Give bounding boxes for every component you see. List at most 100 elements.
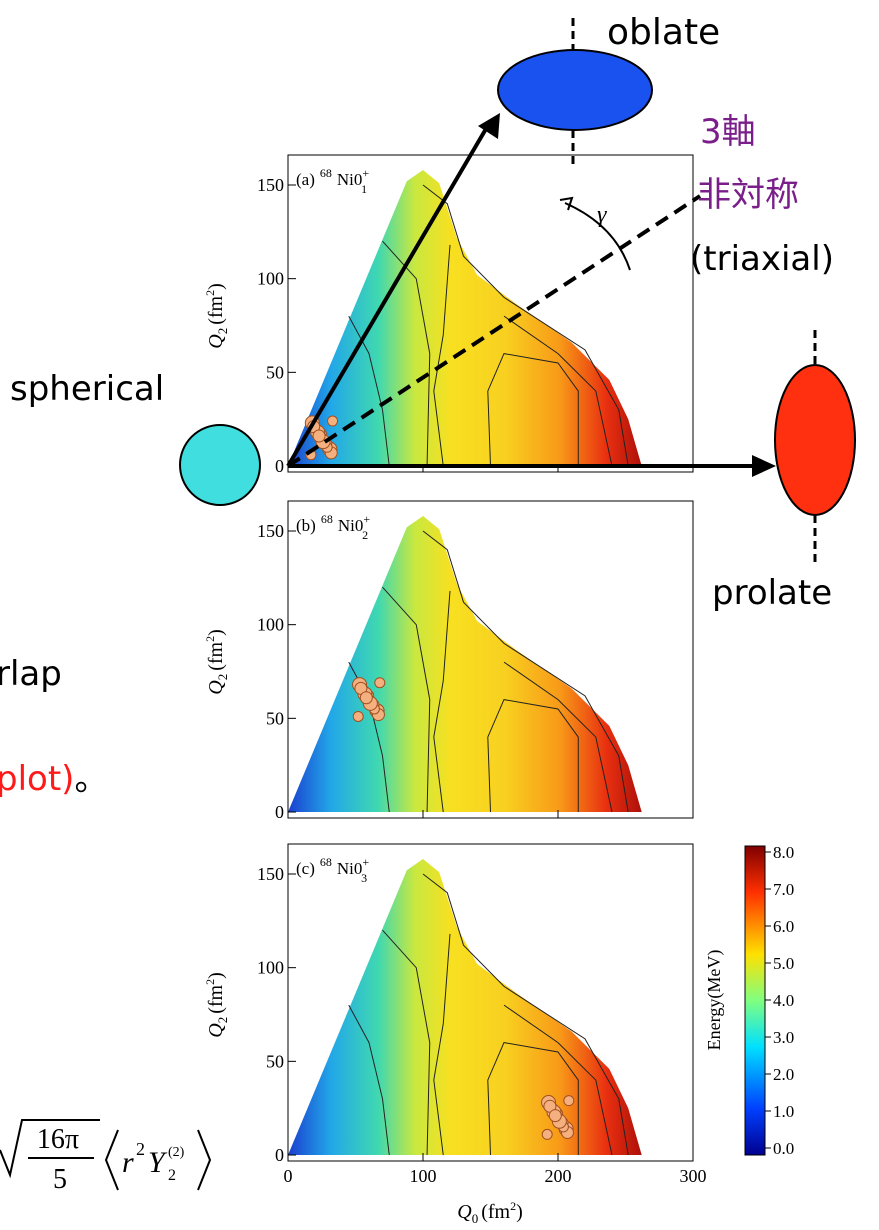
y-axis-label-part: (fm: [205, 295, 227, 324]
contour-line: [433, 244, 451, 467]
panel-label-part: 3: [361, 871, 367, 885]
gamma-arrow: [564, 202, 631, 271]
y-axis-label-part: ): [205, 972, 227, 979]
colorbar-tick-label: 7.0: [773, 880, 794, 899]
colorbar-label: Energy(MeV): [704, 950, 725, 1051]
text-fragment: rlap: [0, 654, 62, 694]
overlap-point: [563, 1095, 575, 1107]
contour-line: [382, 586, 431, 813]
y-axis-label: Q2(fm2): [203, 629, 230, 695]
y-tick-label: 150: [257, 175, 284, 195]
y-tick-label: 50: [266, 1051, 284, 1071]
colorbar-tick-label: 4.0: [773, 991, 794, 1010]
triaxial-en: (triaxial): [690, 239, 834, 279]
gamma: γ: [597, 202, 607, 228]
bracket: [104, 1129, 119, 1191]
contour-line: [422, 873, 629, 1156]
y-axis-label-part: 2: [215, 328, 230, 335]
formula-sub: 2: [168, 1167, 176, 1184]
colorbar-tick-label: 6.0: [773, 917, 794, 936]
sqrt: [0, 1119, 100, 1179]
bracket: [197, 1129, 212, 1191]
overlap-point: [374, 677, 386, 689]
panel-label-part: Ni: [338, 516, 355, 535]
panel-label-part: 0: [354, 170, 363, 189]
y-tick-label: 100: [257, 615, 284, 635]
spherical-shape: [179, 424, 261, 506]
energy-surface: [288, 516, 642, 812]
contour-line: [503, 661, 613, 813]
panel-label-part: Ni: [337, 859, 354, 878]
panel-label-part: Ni: [337, 170, 354, 189]
y-axis-label-part: ): [205, 283, 227, 290]
overlap-point: [548, 1109, 562, 1123]
oblate-label: oblate: [607, 12, 720, 53]
y-axis-label-part: 2: [203, 636, 217, 642]
y-tick-label: 50: [266, 708, 284, 728]
contour-line: [422, 530, 629, 813]
contour-line: [487, 699, 579, 813]
arrowhead: [478, 113, 500, 139]
y-axis-label-part: Q: [205, 1023, 227, 1038]
panel-label-part: (b): [296, 516, 316, 535]
formula-sup: 2: [136, 1139, 145, 1159]
colorbar-tick-label: 5.0: [773, 954, 794, 973]
y-axis-label-part: Q: [205, 680, 227, 695]
panel-label-part: 68: [320, 855, 332, 869]
y-axis-label-part: ): [205, 629, 227, 636]
x-axis-label-part: 0: [472, 1211, 479, 1226]
y-tick-label: 100: [257, 269, 284, 289]
colorbar-tick-label: 2.0: [773, 1065, 794, 1084]
triaxial-ja: 非対称: [697, 175, 799, 215]
contour-line: [382, 929, 431, 1156]
overlap-point: [352, 710, 364, 722]
panel-label: (c) 68 Ni0+ 3: [296, 855, 369, 885]
prolate-shape: [774, 364, 856, 516]
contour-line: [348, 1004, 390, 1156]
panel-label-part: 1: [361, 182, 367, 196]
text-fragment: plot): [0, 759, 74, 799]
panel-label-part: +: [362, 166, 369, 180]
triaxial-ja: 3軸: [700, 112, 756, 152]
panel-label-part: 0: [354, 859, 363, 878]
x-axis-label-part: 2: [510, 1199, 516, 1213]
x-axis-label-part: ): [516, 1201, 523, 1223]
panel-label-part: 68: [321, 512, 333, 526]
energy-surface: [288, 170, 642, 466]
y-axis-label-part: 2: [215, 1017, 230, 1024]
colorbar-tick-label: 0.0: [773, 1139, 794, 1158]
y-axis-label: Q2(fm2): [203, 283, 230, 349]
x-tick-label: 100: [410, 1166, 437, 1186]
formula-numerator: 16π: [37, 1124, 79, 1155]
x-axis-label: Q0 (fm2): [457, 1199, 523, 1226]
colorbar: [744, 845, 766, 1156]
panel-label-part: +: [362, 855, 369, 869]
prolate-label: prolate: [712, 573, 832, 613]
panel-label: (a) 68 Ni0+ 1: [296, 166, 369, 196]
y-tick-label: 0: [275, 456, 284, 476]
overlap-point: [359, 691, 373, 705]
y-tick-label: 50: [266, 362, 284, 382]
panel-label-part: 68: [320, 166, 332, 180]
text-fragment: plot)。: [0, 759, 108, 799]
oblate-shape: [497, 49, 653, 131]
triaxial-line: [286, 194, 702, 468]
energy-surface: [288, 859, 642, 1155]
x-axis-label-part: (fm: [481, 1201, 510, 1223]
contour-line: [503, 315, 613, 467]
x-axis-label-part: Q: [457, 1201, 472, 1223]
y-axis-label: Q2(fm2): [203, 972, 230, 1038]
panel-label: (b) 68 Ni0+ 2: [296, 512, 370, 542]
contour-line: [348, 315, 390, 467]
formula-y: Y: [148, 1146, 168, 1179]
contour-line: [487, 1042, 579, 1156]
panel-label-part: 2: [362, 528, 368, 542]
y-tick-label: 150: [257, 521, 284, 541]
contour-line: [433, 933, 451, 1156]
spherical-label: spherical: [10, 369, 164, 409]
contour-line: [503, 1004, 613, 1156]
arrowhead: [559, 196, 574, 211]
panel-label-part: +: [363, 512, 370, 526]
overlap-point: [327, 415, 339, 427]
